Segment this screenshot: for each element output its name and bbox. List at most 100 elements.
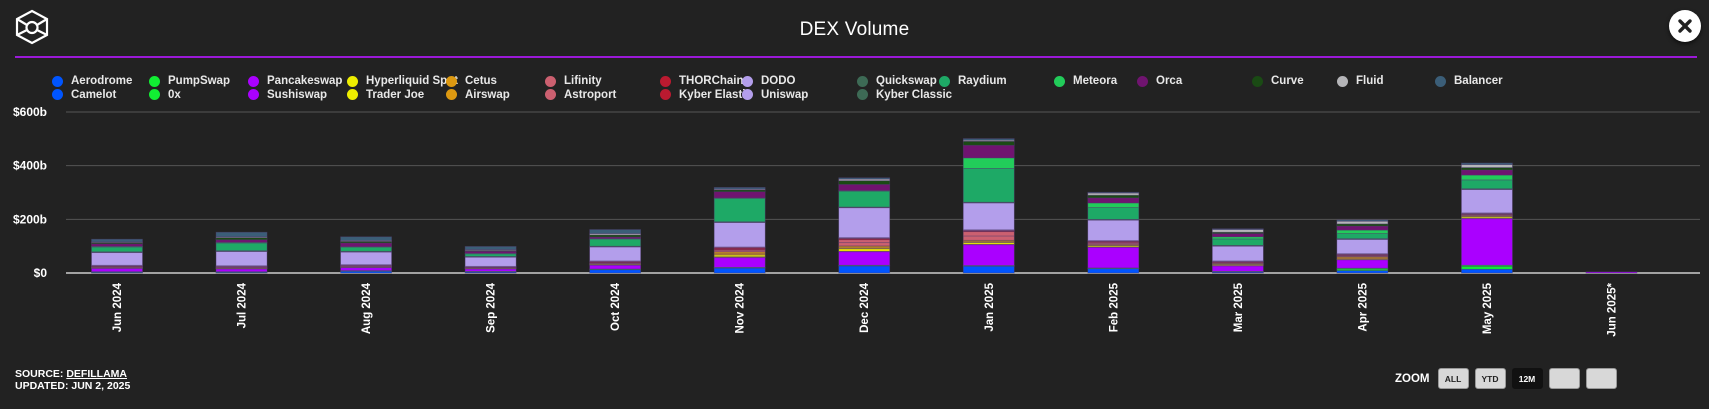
zoom-12m-button[interactable]: 12M bbox=[1511, 368, 1543, 389]
legend-item[interactable]: Meteora bbox=[1054, 75, 1117, 87]
bar-segment-pancakeswap[interactable] bbox=[1461, 218, 1513, 266]
bar-segment-fluid[interactable] bbox=[1211, 229, 1264, 233]
bar-stack[interactable] bbox=[464, 246, 517, 274]
bar-segment-uniswap[interactable] bbox=[838, 207, 891, 238]
bar-segment-uniswap[interactable] bbox=[713, 221, 766, 248]
bar-segment-uniswap[interactable] bbox=[1461, 188, 1513, 214]
zoom-extra-button-1[interactable] bbox=[1548, 368, 1580, 389]
legend-item[interactable]: 0x bbox=[149, 89, 181, 101]
bar-segment-raydium[interactable] bbox=[91, 246, 143, 253]
bar-segment-aerodrome[interactable] bbox=[838, 265, 891, 274]
legend-item[interactable]: Sushiswap bbox=[248, 89, 327, 101]
bar-segment-raydium[interactable] bbox=[589, 238, 642, 247]
bar-segment-pancakeswap[interactable] bbox=[1087, 246, 1140, 269]
legend-item[interactable]: Kyber Classic bbox=[857, 89, 952, 101]
bar-stack[interactable] bbox=[215, 231, 268, 274]
bar-segment-raydium[interactable] bbox=[1087, 207, 1140, 220]
bar-segment-uniswap[interactable] bbox=[1087, 219, 1140, 241]
zoom-all-button[interactable]: ALL bbox=[1437, 368, 1469, 389]
bar-segment-lifinity[interactable] bbox=[838, 242, 891, 247]
bar-segment-uniswap[interactable] bbox=[340, 251, 392, 266]
bar-stack[interactable] bbox=[838, 177, 891, 274]
legend-item[interactable]: Pancakeswap bbox=[248, 75, 342, 87]
bar-segment-uniswap[interactable] bbox=[1336, 238, 1389, 255]
legend-item[interactable]: Lifinity bbox=[545, 75, 602, 87]
bar-segment-orca[interactable] bbox=[1211, 233, 1264, 238]
legend-item[interactable]: Uniswap bbox=[742, 89, 808, 101]
legend-item[interactable]: Orca bbox=[1137, 75, 1182, 87]
bar-stack[interactable] bbox=[1461, 162, 1513, 274]
legend-item[interactable]: Balancer bbox=[1435, 75, 1503, 87]
bar-segment-orca[interactable] bbox=[1087, 197, 1140, 204]
bar-segment-pancakeswap[interactable] bbox=[1585, 271, 1638, 274]
bar-segment-balancer[interactable] bbox=[1087, 191, 1140, 194]
bar-stack[interactable] bbox=[589, 229, 642, 274]
bar-stack[interactable] bbox=[1211, 228, 1264, 274]
legend-item[interactable]: THORChain bbox=[660, 75, 744, 87]
legend-item[interactable]: Quickswap bbox=[857, 75, 937, 87]
bar-stack[interactable] bbox=[962, 138, 1015, 274]
bar-segment-balancer[interactable] bbox=[1461, 162, 1513, 165]
bar-segment-balancer[interactable] bbox=[215, 231, 268, 238]
bar-segment-orca[interactable] bbox=[838, 184, 891, 191]
bar-segment-orca[interactable] bbox=[1336, 225, 1389, 231]
bar-segment-meteora[interactable] bbox=[1336, 229, 1389, 234]
bar-segment-pumpswap[interactable] bbox=[1461, 265, 1513, 270]
bar-segment-balancer[interactable] bbox=[589, 229, 642, 234]
legend-item[interactable]: Airswap bbox=[446, 89, 510, 101]
bar-segment-uniswap[interactable] bbox=[91, 251, 143, 266]
bar-segment-balancer[interactable] bbox=[464, 246, 517, 251]
bar-stack[interactable] bbox=[91, 238, 143, 274]
legend-item[interactable]: Astroport bbox=[545, 89, 616, 101]
bar-segment-aerodrome[interactable] bbox=[1461, 268, 1513, 274]
zoom-extra-button-2[interactable] bbox=[1585, 368, 1617, 389]
legend-item[interactable]: Aerodrome bbox=[52, 75, 132, 87]
bar-segment-raydium[interactable] bbox=[1461, 179, 1513, 190]
bar-segment-pancakeswap[interactable] bbox=[1211, 265, 1264, 272]
bar-segment-uniswap[interactable] bbox=[215, 250, 268, 267]
legend-item[interactable]: Kyber Elastic bbox=[660, 89, 752, 101]
bar-segment-uniswap[interactable] bbox=[962, 202, 1015, 231]
bar-segment-pancakeswap[interactable] bbox=[1336, 259, 1389, 269]
bar-segment-raydium[interactable] bbox=[962, 168, 1015, 203]
bar-segment-uniswap[interactable] bbox=[589, 246, 642, 262]
bar-segment-pancakeswap[interactable] bbox=[962, 244, 1015, 266]
bar-segment-balancer[interactable] bbox=[838, 177, 891, 180]
close-button[interactable] bbox=[1669, 10, 1701, 42]
bar-segment-aerodrome[interactable] bbox=[713, 267, 766, 274]
bar-segment-lifinity[interactable] bbox=[962, 235, 1015, 241]
bar-segment-balancer[interactable] bbox=[1211, 228, 1264, 230]
legend-item[interactable]: Trader Joe bbox=[347, 89, 424, 101]
bar-segment-curve[interactable] bbox=[1461, 167, 1513, 171]
bar-segment-meteora[interactable] bbox=[1461, 174, 1513, 181]
bar-segment-aerodrome[interactable] bbox=[1087, 268, 1140, 274]
bar-segment-raydium[interactable] bbox=[1336, 233, 1389, 240]
bar-segment-orca[interactable] bbox=[962, 144, 1015, 159]
bar-segment-curve[interactable] bbox=[962, 140, 1015, 146]
zoom-ytd-button[interactable]: YTD bbox=[1474, 368, 1506, 389]
bar-stack[interactable] bbox=[713, 187, 766, 274]
bar-segment-balancer[interactable] bbox=[962, 138, 1015, 141]
bar-segment-balancer[interactable] bbox=[91, 238, 143, 243]
bar-stack[interactable] bbox=[340, 236, 392, 274]
bar-segment-orca[interactable] bbox=[713, 191, 766, 199]
bar-segment-raydium[interactable] bbox=[1211, 238, 1264, 246]
bar-segment-raydium[interactable] bbox=[713, 198, 766, 223]
legend-item[interactable]: DODO bbox=[742, 75, 796, 87]
bar-segment-raydium[interactable] bbox=[215, 242, 268, 252]
bar-segment-curve[interactable] bbox=[838, 180, 891, 185]
legend-item[interactable]: Fluid bbox=[1337, 75, 1383, 87]
legend-item[interactable]: Cetus bbox=[446, 75, 497, 87]
bar-segment-orca[interactable] bbox=[340, 242, 392, 248]
bar-segment-fluid[interactable] bbox=[1336, 220, 1389, 225]
bar-segment-aerodrome[interactable] bbox=[1336, 270, 1389, 274]
source-link[interactable]: DEFILLAMA bbox=[66, 368, 128, 380]
legend-item[interactable]: Curve bbox=[1252, 75, 1304, 87]
bar-segment-balancer[interactable] bbox=[1336, 219, 1389, 222]
bar-segment-balancer[interactable] bbox=[340, 236, 392, 241]
bar-segment-pancakeswap[interactable] bbox=[838, 251, 891, 266]
bar-segment-raydium[interactable] bbox=[838, 190, 891, 208]
bar-segment-balancer[interactable] bbox=[713, 187, 766, 190]
legend-item[interactable]: PumpSwap bbox=[149, 75, 230, 87]
bar-segment-uniswap[interactable] bbox=[464, 256, 517, 267]
